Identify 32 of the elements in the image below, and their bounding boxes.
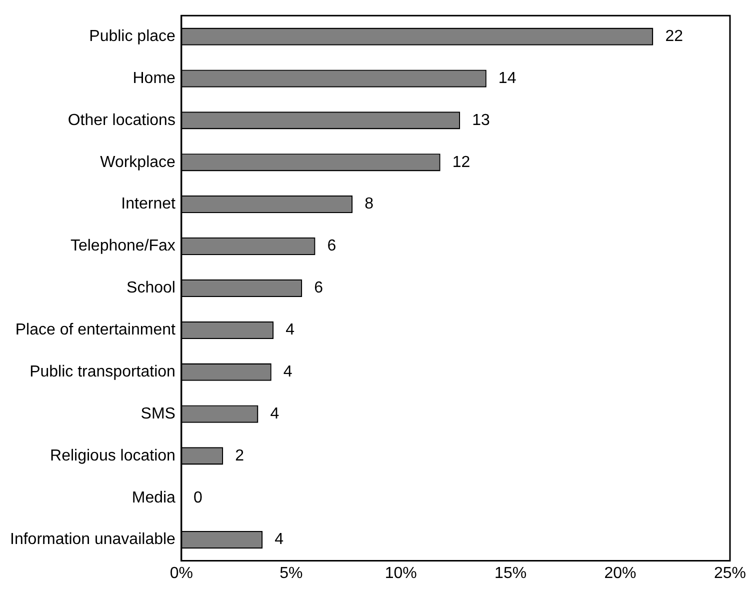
data-label: 14	[498, 70, 516, 87]
data-label: 4	[274, 531, 284, 548]
y-tick-label: Other locations	[68, 112, 176, 129]
y-tick-label: Workplace	[100, 154, 176, 171]
y-tick-label: Telephone/Fax	[70, 238, 176, 255]
y-tick-label: SMS	[140, 405, 176, 422]
y-tick-label: Media	[132, 489, 176, 506]
y-tick-label: School	[126, 280, 176, 297]
x-tick-label: 25%	[714, 564, 746, 582]
y-tick-label: Internet	[121, 196, 176, 213]
data-label: 6	[327, 238, 336, 255]
y-tick-label: Home	[132, 70, 176, 87]
x-tick-label: 15%	[494, 564, 527, 582]
data-label: 2	[235, 447, 244, 464]
y-tick-label: Information unavailable	[10, 531, 176, 548]
y-tick-label: Public transportation	[30, 363, 176, 380]
data-label: 6	[314, 280, 324, 297]
x-tick-label: 20%	[604, 564, 636, 582]
data-label: 0	[193, 489, 202, 506]
x-tick-label: 5%	[280, 564, 303, 582]
data-label: 4	[283, 363, 292, 380]
data-label: 13	[472, 112, 490, 129]
data-label: 12	[452, 154, 470, 171]
y-tick-label: Place of entertainment	[15, 322, 176, 339]
data-label: 4	[270, 405, 280, 422]
y-tick-label: Public place	[89, 28, 176, 45]
y-tick-label: Religious location	[50, 447, 176, 464]
x-tick-label: 10%	[384, 564, 417, 582]
data-label: 4	[286, 322, 295, 339]
data-label: 22	[665, 28, 684, 45]
data-label: 8	[364, 196, 374, 213]
x-tick-label: 0%	[170, 564, 193, 582]
